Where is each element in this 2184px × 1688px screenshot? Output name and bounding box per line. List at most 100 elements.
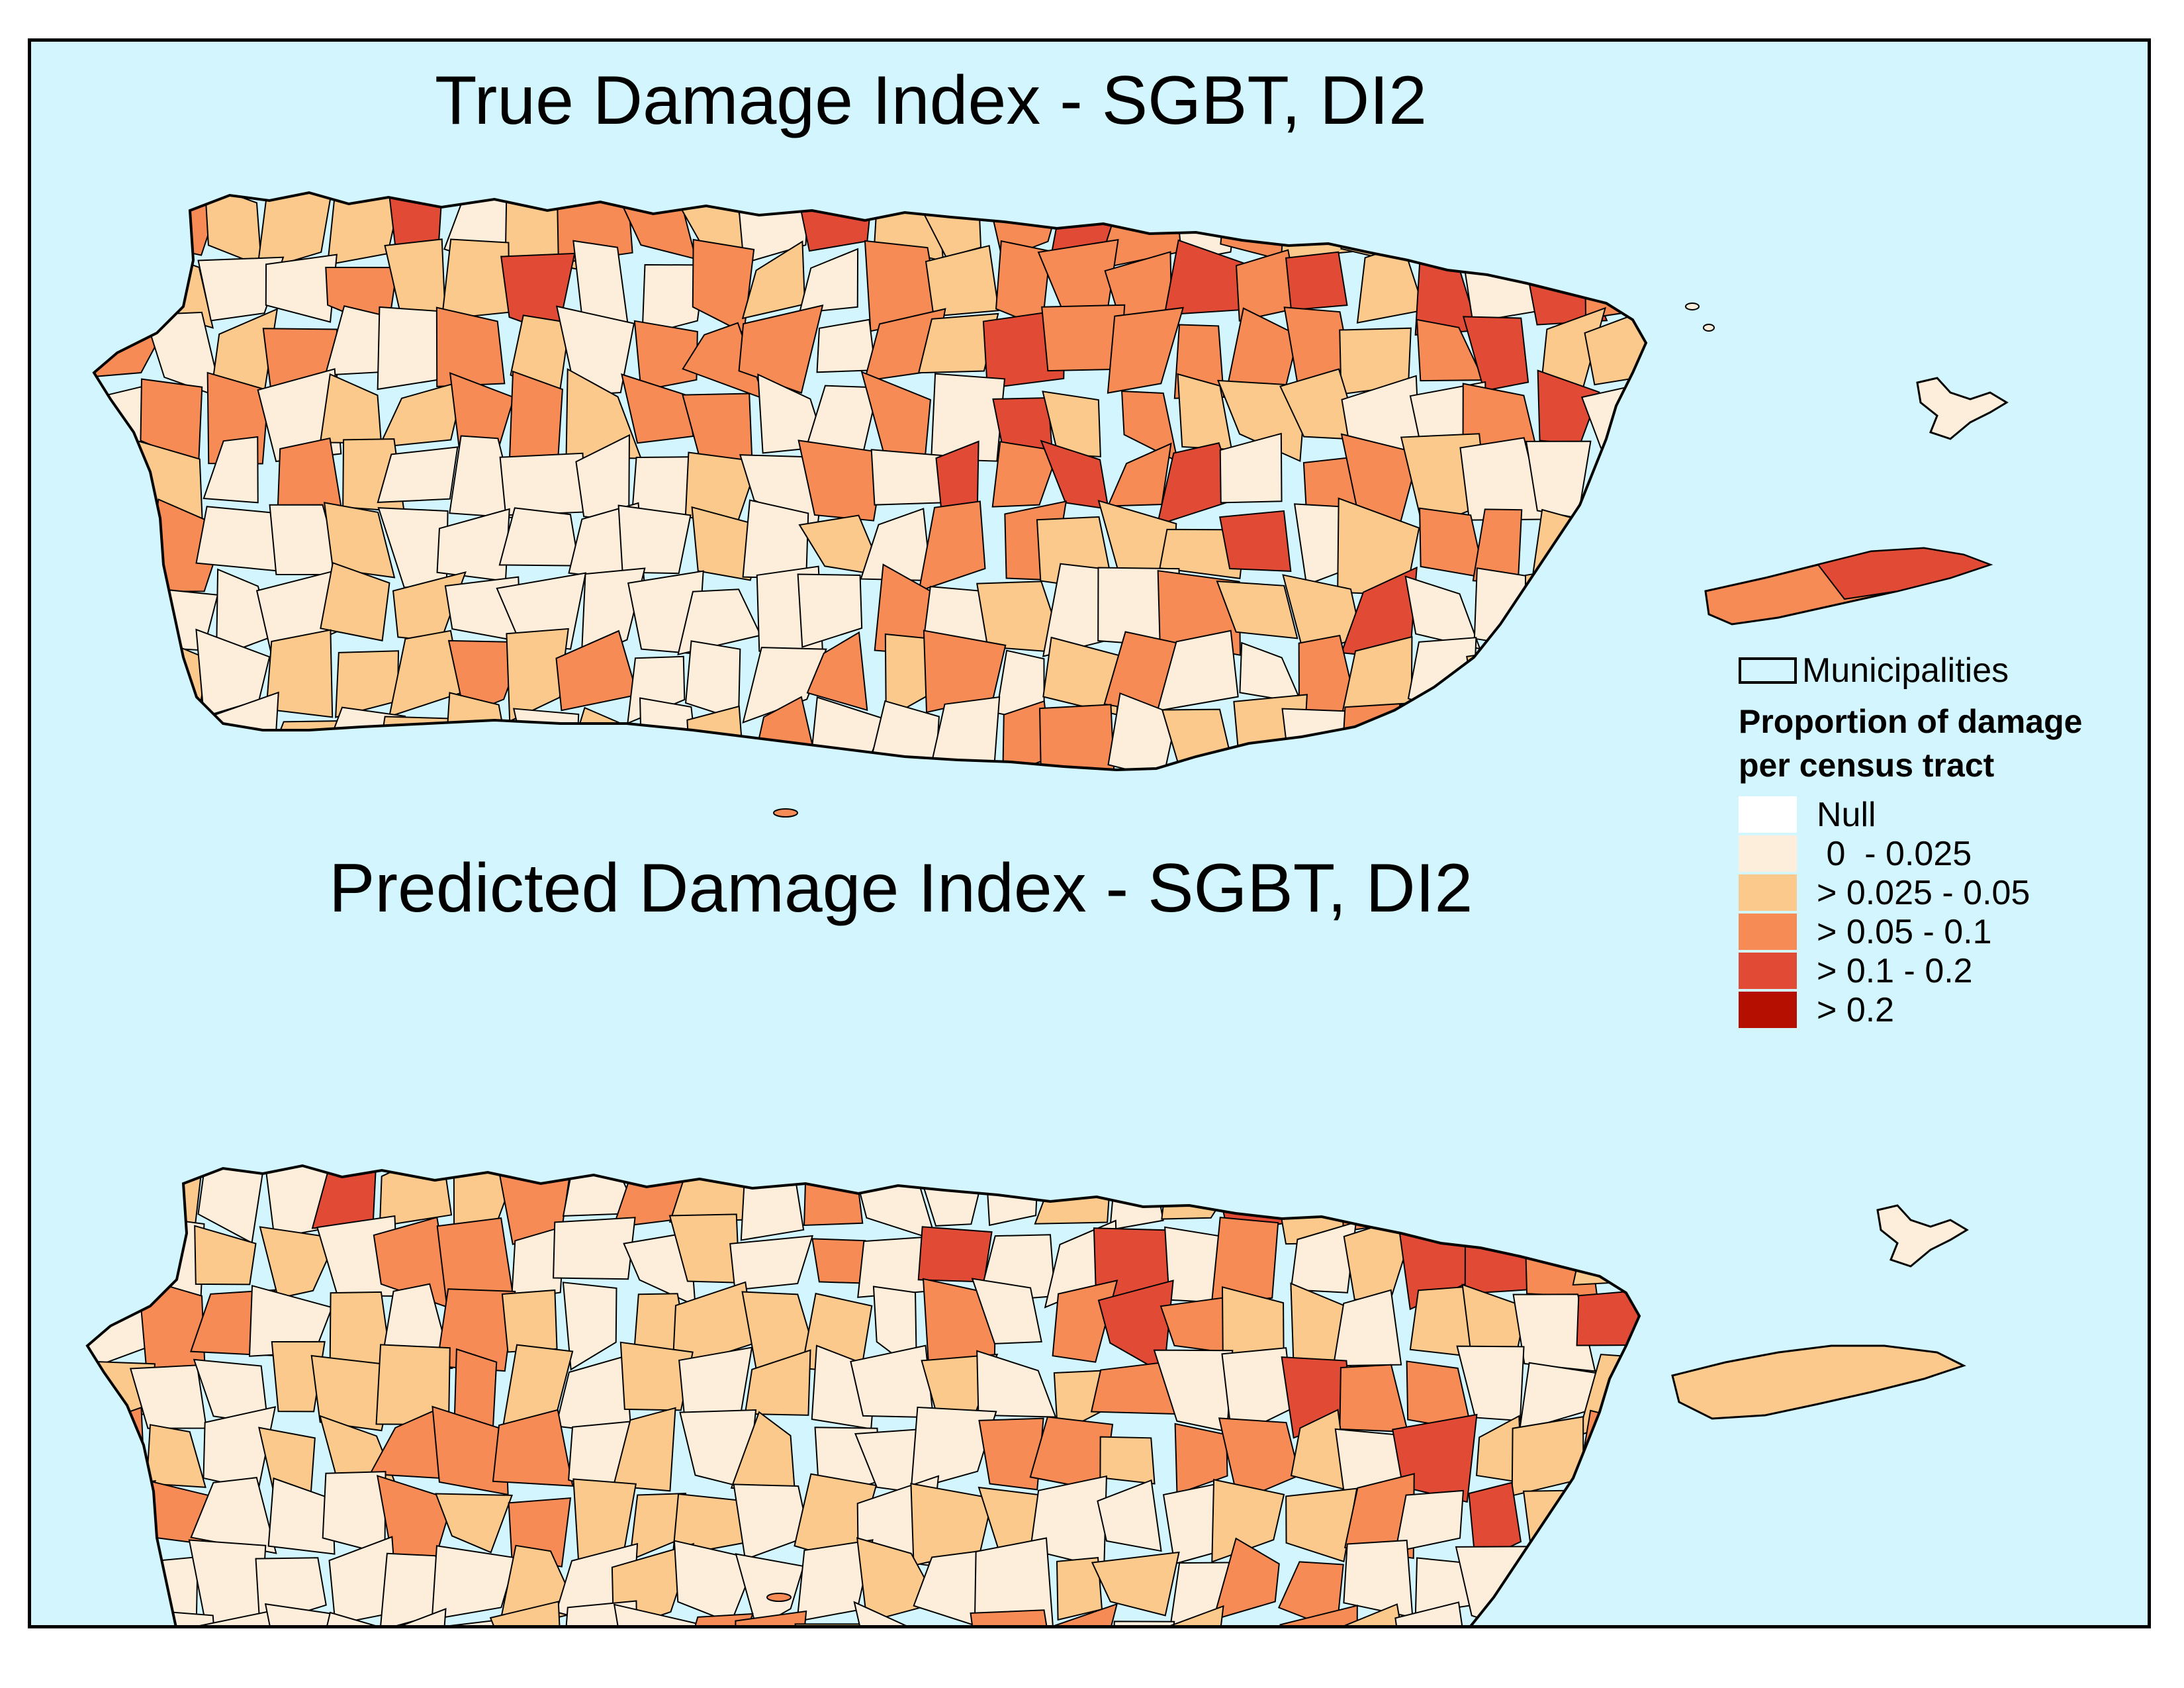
municipality-polygon: [917, 1226, 993, 1283]
municipality-polygon: [971, 1278, 1042, 1344]
municipality-polygon: [393, 1608, 447, 1625]
municipality-polygon: [1343, 1473, 1415, 1560]
legend-label: > 0.05 - 0.1: [1817, 912, 1992, 951]
municipality-polygon: [1394, 1489, 1465, 1553]
municipality-polygon: [1219, 432, 1283, 504]
municipality-polygon: [797, 573, 863, 648]
island-outline-predicted: [85, 1164, 1641, 1625]
culebra-island: [1916, 377, 2009, 440]
legend-label: > 0.2: [1817, 990, 1895, 1029]
municipality-polygon: [621, 373, 694, 444]
municipality-polygon: [562, 1282, 617, 1371]
municipality-polygon: [1212, 1537, 1280, 1621]
municipality-polygon: [1042, 1603, 1118, 1625]
true-damage-panel: True Damage Index - SGBT, DI2: [31, 42, 2148, 843]
municipality-polygon: [377, 379, 466, 448]
legend-swatch: [1739, 953, 1797, 989]
municipality-polygon: [744, 1349, 811, 1416]
municipality-polygon: [910, 1406, 997, 1491]
municipality-polygon: [978, 1417, 1044, 1491]
municipality-polygon: [738, 305, 824, 394]
municipality-polygon: [435, 1493, 513, 1554]
municipality-polygon: [1107, 692, 1178, 770]
municipality-polygon: [974, 1537, 1054, 1625]
municipality-polygon: [1219, 510, 1292, 572]
municipality-polygon: [190, 1477, 277, 1554]
municipality-polygon: [641, 264, 706, 336]
culebra-island-predicted: [1876, 1204, 1969, 1268]
municipality-polygon: [191, 1610, 275, 1625]
municipality-polygon: [794, 1623, 868, 1625]
municipality-polygon: [806, 631, 868, 712]
legend-title: Proportion of damage per census tract: [1739, 700, 2082, 787]
municipality-polygon: [679, 1613, 754, 1625]
municipality-polygon: [265, 629, 334, 718]
map-frame: True Damage Index - SGBT, DI2 Predicted …: [28, 38, 2151, 1628]
municipality-polygon: [617, 504, 692, 575]
legend-swatch: [1739, 992, 1797, 1028]
municipality-polygon: [510, 1225, 566, 1301]
municipality-polygon: [1512, 1293, 1596, 1372]
municipality-polygon: [256, 193, 336, 273]
legend-municipalities-label: Municipalities: [1802, 651, 2009, 690]
legend-item: > 0.2: [1739, 990, 2030, 1029]
municipality-polygon: [553, 1217, 636, 1280]
municipality-polygon: [853, 1601, 916, 1625]
municipality-polygon: [917, 312, 999, 374]
municipality-polygon: [797, 440, 886, 522]
legend-swatch: [1739, 874, 1797, 911]
municipality-polygon: [1332, 1289, 1402, 1367]
municipality-polygon: [613, 1603, 700, 1625]
legend-label: > 0.025 - 0.05: [1817, 873, 2030, 912]
legend-label: > 0.1 - 0.2: [1817, 951, 1973, 990]
municipality-polygon: [1279, 1605, 1358, 1625]
municipality-polygon: [1042, 391, 1101, 457]
municipality-polygon: [931, 373, 1006, 462]
municipality-polygon: [203, 436, 259, 504]
municipality-polygon: [259, 1226, 338, 1299]
municipality-polygon: [1216, 379, 1307, 463]
legend-item: > 0.05 - 0.1: [1739, 912, 2030, 951]
vieques-island-predicted: [1671, 1344, 1966, 1420]
municipality-polygon: [555, 305, 635, 397]
municipality-polygon: [1216, 580, 1298, 639]
legend-swatch: [1739, 914, 1797, 950]
municipality-polygon: [133, 1608, 219, 1625]
municipality-polygon: [195, 506, 282, 572]
municipality-polygon: [1285, 251, 1348, 311]
map-title-predicted: Predicted Damage Index - SGBT, DI2: [329, 850, 1473, 927]
municipality-polygon: [264, 1603, 332, 1625]
municipality-polygon: [1334, 1603, 1410, 1625]
municipality-boundary-swatch: [1739, 657, 1797, 684]
municipality-polygon: [633, 320, 698, 392]
municipality-polygon: [976, 1350, 1057, 1418]
municipality-polygon: [1107, 306, 1185, 394]
municipality-polygon: [1394, 1601, 1469, 1625]
municipality-polygon: [580, 567, 646, 661]
municipality-polygon: [1156, 630, 1239, 712]
municipality-polygon: [619, 1341, 694, 1411]
municipality-polygon: [1290, 1221, 1357, 1293]
municipality-polygon: [1099, 1436, 1156, 1485]
municipality-polygon: [742, 499, 809, 579]
municipality-polygon: [870, 449, 946, 506]
legend-label: Null: [1817, 795, 1876, 834]
municipality-polygon: [1091, 1551, 1180, 1617]
municipality-polygon: [1211, 1479, 1285, 1563]
municipality-polygon: [816, 318, 876, 373]
legend-swatch: [1739, 796, 1797, 833]
municipality-polygon: [735, 1610, 807, 1625]
legend-label: 0 - 0.025: [1817, 834, 1972, 873]
island-outline: [92, 191, 1648, 772]
municipality-polygon: [324, 502, 396, 579]
municipality-polygon: [377, 446, 459, 504]
legend-item: Null: [1739, 795, 2030, 834]
municipality-polygon: [612, 1407, 676, 1492]
legend-municipalities: Municipalities: [1739, 651, 2009, 690]
true-damage-map: [31, 42, 2148, 843]
legend-title-line1: Proportion of damage: [1739, 703, 2083, 740]
municipality-polygon: [320, 561, 390, 641]
municipality-polygon: [1097, 1479, 1162, 1552]
municipality-polygon: [1161, 1605, 1224, 1625]
municipality-polygon: [1174, 1423, 1228, 1495]
